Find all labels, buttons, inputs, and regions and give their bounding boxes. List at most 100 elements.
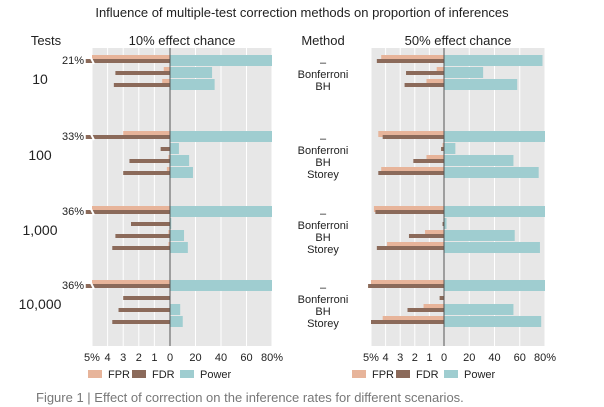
bar-fpr (423, 304, 444, 310)
bar-power (170, 230, 185, 241)
axis-break-mark (89, 131, 95, 141)
tests-header: Tests (31, 33, 62, 48)
panel-title: 50% effect chance (405, 33, 512, 48)
legend-swatch (352, 370, 366, 378)
bar-fpr (92, 206, 170, 212)
bar-fdr (113, 83, 170, 87)
method-label: – (320, 57, 327, 69)
bar-fpr (382, 316, 444, 322)
figure-caption: Figure 1 | Effect of correction on the i… (36, 390, 464, 405)
method-label: Storey (307, 169, 339, 181)
bar-power (170, 167, 193, 178)
bar-fpr (425, 230, 444, 236)
bar-fdr (376, 59, 444, 63)
bar-fdr (129, 159, 170, 163)
tick-label-left: 3 (397, 352, 403, 364)
tick-label-right: 40 (488, 352, 500, 364)
bar-power (170, 67, 213, 78)
panel-background (92, 48, 272, 346)
tick-label-left: 0 (441, 352, 447, 364)
bar-fpr (162, 79, 170, 85)
tick-label-left: 3 (120, 352, 126, 364)
bar-fpr (168, 155, 170, 161)
tick-label-right: 60 (514, 352, 526, 364)
method-label: Storey (307, 318, 339, 330)
tick-label-left: 1 (426, 352, 432, 364)
bar-fpr (426, 79, 444, 85)
tests-label: 1,000 (22, 222, 57, 238)
bar-power (170, 55, 272, 66)
method-label: – (320, 208, 327, 220)
bar-fdr (123, 171, 170, 175)
bar-power (170, 206, 272, 217)
bar-fdr (85, 284, 170, 288)
figure-title: Influence of multiple-test correction me… (95, 5, 509, 20)
legend-label: FPR (108, 369, 130, 381)
legend-swatch (444, 370, 458, 378)
bar-fdr (118, 308, 170, 312)
bar-fpr (371, 280, 444, 286)
tests-label: 10 (32, 71, 48, 87)
bar-fdr (406, 71, 444, 75)
legend-swatch (396, 370, 410, 378)
bar-fpr (436, 67, 444, 73)
method-label: Bonferroni (298, 145, 349, 157)
bar-fpr (442, 143, 444, 149)
method-label: Storey (307, 244, 339, 256)
legend-label: Power (200, 369, 232, 381)
bar-power (170, 316, 183, 327)
bar-power (444, 167, 539, 178)
bar-fdr (408, 234, 444, 238)
method-label: BH (315, 306, 330, 318)
bar-fpr (123, 131, 170, 137)
bar-fpr (168, 242, 170, 248)
bar-power (444, 67, 484, 78)
bar-fdr (85, 59, 170, 63)
bar-fdr (376, 246, 444, 250)
bar-fdr (160, 147, 170, 151)
bar-power (444, 79, 518, 90)
overflow-label: 36% (62, 206, 84, 218)
bar-fdr (439, 296, 444, 300)
bar-fpr (381, 55, 444, 61)
bar-power (170, 155, 190, 166)
bar-fdr (404, 83, 444, 87)
bar-fdr (115, 71, 170, 75)
bar-fdr (368, 284, 444, 288)
tick-label-left: 1 (151, 352, 157, 364)
tick-label-right: 60 (240, 352, 252, 364)
tick-label-right: 20 (189, 352, 201, 364)
axis-break-mark (89, 206, 95, 216)
bar-power (170, 280, 272, 291)
bar-fpr (387, 242, 444, 248)
bar-power (444, 304, 514, 315)
bar-fdr (123, 296, 170, 300)
method-label: Bonferroni (298, 69, 349, 81)
bar-fdr (413, 159, 444, 163)
legend-swatch (180, 370, 194, 378)
bar-power (170, 143, 179, 154)
tick-label-right: 20 (463, 352, 475, 364)
bar-fpr (92, 280, 170, 286)
legend-label: FPR (372, 369, 394, 381)
bar-fdr (378, 171, 444, 175)
tick-label-left: 2 (136, 352, 142, 364)
bar-power (444, 218, 447, 229)
tests-label: 100 (28, 147, 52, 163)
axis-break-mark (89, 280, 95, 290)
bar-power (444, 316, 542, 327)
bar-power (170, 304, 181, 315)
method-label: BH (315, 232, 330, 244)
overflow-label: 21% (62, 55, 84, 67)
tick-label-right: 80% (261, 352, 283, 364)
panel-background (371, 48, 545, 346)
bar-power (170, 218, 172, 229)
legend-label: FDR (416, 369, 439, 381)
bar-power (444, 206, 545, 217)
bar-power (444, 155, 514, 166)
tick-label-left: 4 (105, 352, 111, 364)
bar-fdr (375, 210, 444, 214)
bar-fpr (166, 167, 170, 173)
bar-fdr (112, 320, 170, 324)
